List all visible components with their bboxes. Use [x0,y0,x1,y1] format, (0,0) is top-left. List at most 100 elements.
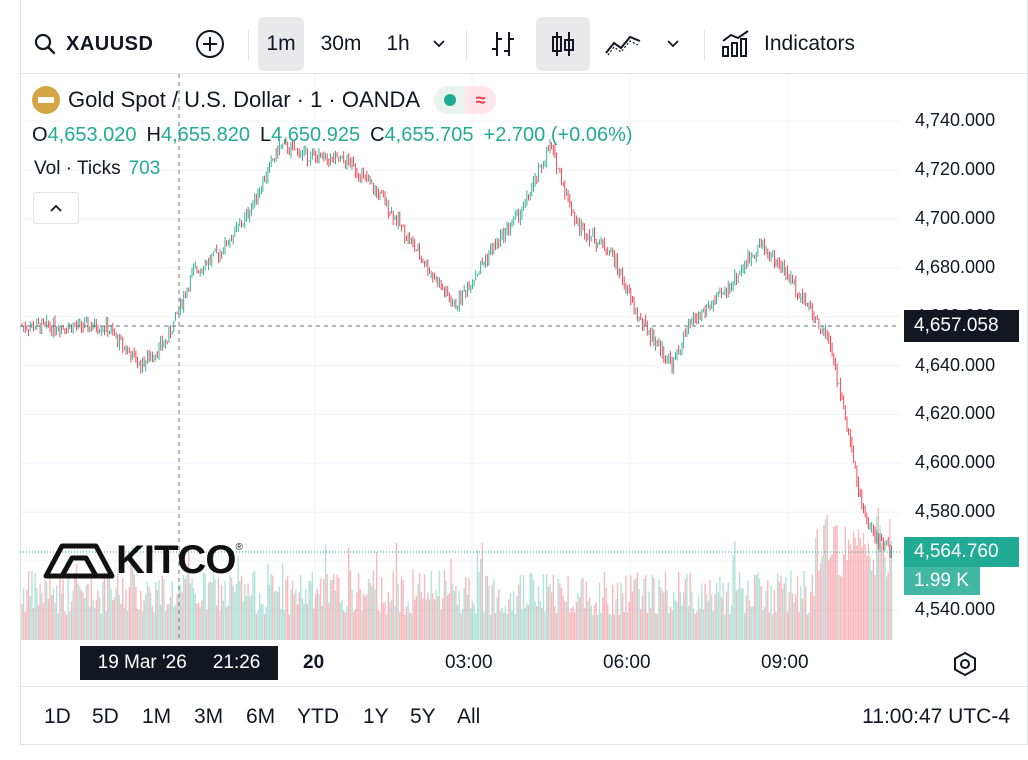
volume-bar [49,573,51,640]
volume-bar [69,611,71,640]
volume-bar [204,574,206,640]
volume-bar [26,589,28,640]
volume-bar [357,573,360,640]
volume-bar [511,610,513,640]
volume-bar [415,595,417,640]
range-1d[interactable]: 1D [44,705,71,728]
volume-bar [318,594,320,640]
range-all[interactable]: All [457,705,481,728]
volume-bar [62,579,64,640]
range-5d[interactable]: 5D [92,705,119,728]
volume-bar [442,598,444,640]
collapse-legend-button[interactable] [33,192,79,224]
volume-bar [542,574,545,640]
plus-circle-icon [196,30,224,58]
gold-bar-icon [32,86,60,114]
volume-bar [59,577,61,640]
volume-bar [169,597,172,640]
symbol-title: Gold Spot / U.S. Dollar · 1 · OANDA [68,87,421,112]
delay-wave-icon: ≈ [465,86,497,114]
volume-bar [92,599,94,640]
candle-chart-type[interactable] [536,17,590,71]
volume-bar [141,611,144,640]
volume-bar [684,579,686,640]
range-1m[interactable]: 1M [142,705,172,728]
indicators-button[interactable]: Indicators [720,17,880,71]
volume-bar [27,571,30,640]
volume-bar [458,590,460,640]
volume-bar [575,601,578,640]
volume-bar [821,556,823,640]
volume-bar [242,601,244,640]
volume-bar [549,584,551,640]
volume-bar [610,614,612,640]
volume-bar [671,610,673,640]
volume-bar [872,560,875,640]
range-6m[interactable]: 6M [246,705,276,728]
volume-bar [399,611,401,640]
volume-bar [437,596,439,640]
volume-bar [341,599,343,640]
volume-bar [197,602,200,640]
volume-bar [552,574,554,640]
volume-bar [834,525,837,640]
volume-bar [651,575,653,640]
volume-bar [689,572,691,640]
volume-bar [648,591,650,640]
interval-1h[interactable]: 1h [378,17,418,71]
volume-bar [291,580,294,640]
symbol-search[interactable]: XAUUSD [32,17,162,71]
volume-bar [536,606,538,640]
volume-bar [620,582,622,640]
volume-bar [57,613,59,640]
bar-chart-type[interactable] [482,17,524,71]
volume-bar [839,575,842,640]
area-chart-type[interactable] [600,17,646,71]
volume-bar [805,586,807,640]
range-ytd[interactable]: YTD [297,705,339,728]
volume-bar [374,589,376,640]
volume-bar [686,573,688,640]
interval-1m[interactable]: 1m [258,17,304,71]
interval-30m[interactable]: 30m [312,17,370,71]
volume-bar [245,596,248,640]
volume-bar [628,601,630,640]
volume-bar [381,577,383,640]
interval-dropdown[interactable] [424,17,454,71]
volume-bar [773,590,776,640]
volume-bar [32,608,35,640]
volume-bar [814,538,817,640]
range-1y[interactable]: 1Y [363,705,389,728]
open-label: O [32,124,48,146]
bars-icon [492,32,514,56]
volume-bar [356,592,358,640]
volume-bar [257,610,259,640]
volume-bar [772,614,774,640]
compare-button[interactable] [190,17,230,71]
market-status-pill[interactable]: ≈ [434,86,497,114]
volume-bar [786,611,789,640]
volume-bar [229,575,231,640]
volume-bar [824,519,827,640]
y-tick-label: 4,580.000 [915,501,996,522]
chart-type-dropdown[interactable] [658,17,688,71]
volume-bar [143,600,145,640]
volume-bar [84,598,86,640]
range-3m[interactable]: 3M [194,705,224,728]
volume-bar [592,614,594,640]
volume-bar [788,591,790,640]
chart-settings-button[interactable] [952,651,978,682]
volume-bar [323,578,325,640]
volume-bar [744,612,746,640]
volume-bar [201,600,203,640]
volume-bar [183,574,185,640]
volume-bar [95,600,97,640]
volume-bar [379,612,381,640]
volume-label: Vol · Ticks [34,158,121,179]
range-5y[interactable]: 5Y [410,705,436,728]
volume-bar [661,589,663,640]
volume-bar [219,610,221,640]
volume-bar [404,615,406,640]
volume-bar [351,589,353,640]
